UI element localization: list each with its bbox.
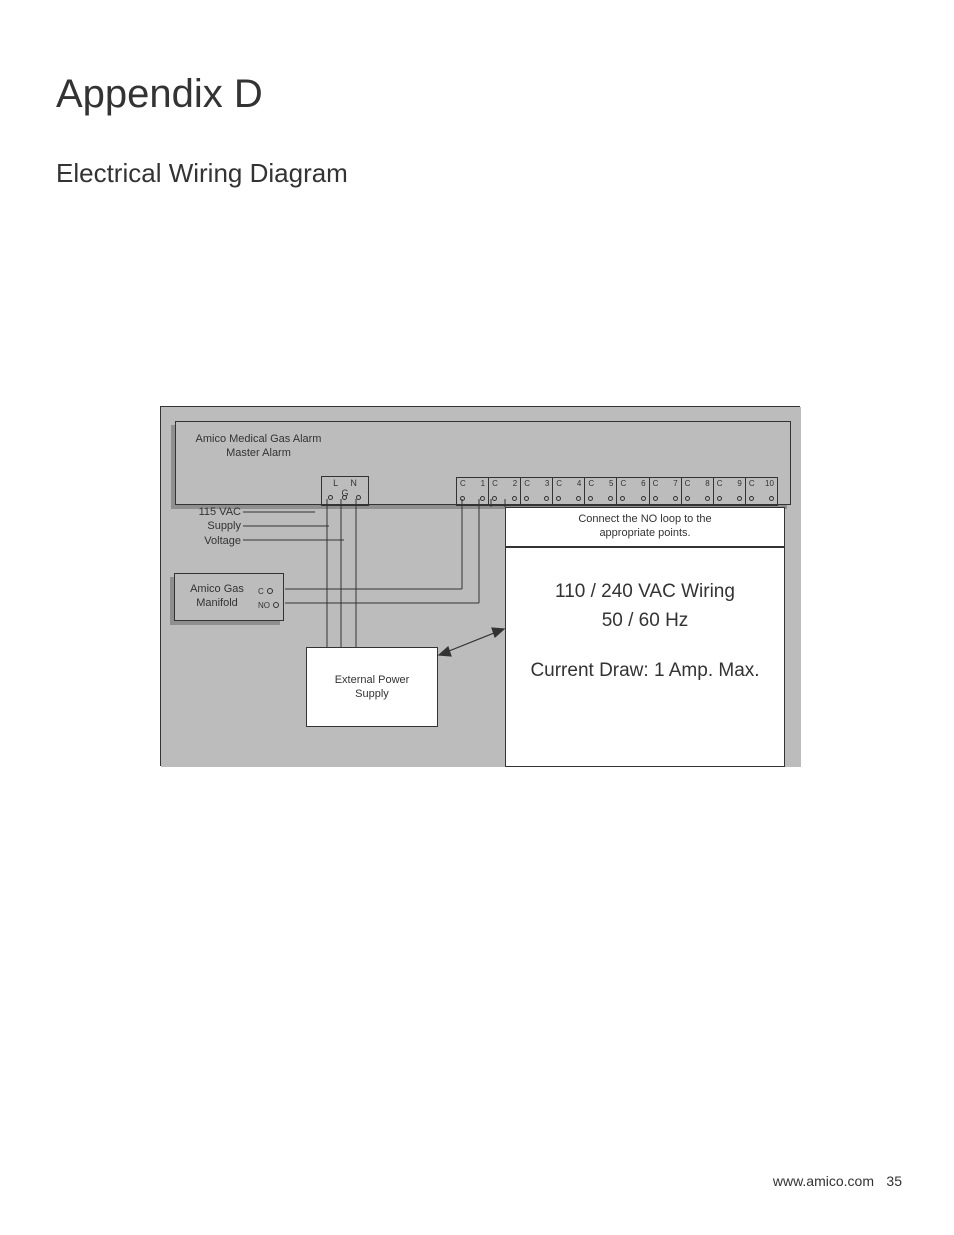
wiring-diagram: Amico Medical Gas Alarm Master Alarm L N… xyxy=(160,406,800,766)
eps-l2: Supply xyxy=(355,688,389,700)
eps-l1: External Power xyxy=(335,674,410,686)
terminal-7: C7 xyxy=(649,477,681,506)
alarm-label: Amico Medical Gas Alarm Master Alarm xyxy=(176,432,341,461)
footer-page-number: 35 xyxy=(886,1173,902,1189)
terminal-3: C3 xyxy=(520,477,552,506)
alarm-label-1: Amico Medical Gas Alarm xyxy=(196,433,322,445)
supply-labels: 115 VAC Supply Voltage xyxy=(176,505,241,548)
lng-circle-N xyxy=(342,495,347,500)
pin-no-label: NO xyxy=(258,601,270,610)
page-subtitle: Electrical Wiring Diagram xyxy=(56,158,348,189)
note-l1: Connect the NO loop to the xyxy=(578,513,711,525)
terminal-9: C9 xyxy=(713,477,745,506)
note-box: Connect the NO loop to the appropriate p… xyxy=(505,507,785,547)
lng-block: L N G xyxy=(321,476,369,506)
footer-url: www.amico.com xyxy=(773,1173,874,1189)
wiring-l1: 110 / 240 VAC Wiring xyxy=(506,578,784,607)
master-alarm-block: Amico Medical Gas Alarm Master Alarm L N… xyxy=(171,421,791,509)
page-title: Appendix D xyxy=(56,72,263,117)
manifold-pins: C NO xyxy=(258,584,279,612)
manifold-l1: Amico Gas xyxy=(190,583,244,595)
manifold-block: Amico Gas Manifold C NO xyxy=(174,573,284,621)
wiring-l3: Current Draw: 1 Amp. Max. xyxy=(506,657,784,686)
supply-2: Supply xyxy=(207,520,241,532)
supply-1: 115 VAC xyxy=(199,506,241,518)
terminal-1: C1 xyxy=(456,477,488,506)
manifold-l2: Manifold xyxy=(196,597,238,609)
manifold-label: Amico Gas Manifold xyxy=(179,582,255,611)
pin-c-icon xyxy=(267,588,273,594)
note-l2: appropriate points. xyxy=(599,527,690,539)
external-power-supply: External Power Supply xyxy=(306,647,438,727)
pin-c-label: C xyxy=(258,587,264,596)
pin-no-icon xyxy=(273,602,279,608)
wiring-box: 110 / 240 VAC Wiring 50 / 60 Hz Current … xyxy=(505,547,785,767)
terminal-2: C2 xyxy=(488,477,520,506)
alarm-label-2: Master Alarm xyxy=(226,447,291,459)
wiring-l2: 50 / 60 Hz xyxy=(506,607,784,636)
supply-3: Voltage xyxy=(204,535,241,547)
terminal-row: C1 C2 C3 C4 C5 C6 C7 C8 C9 C10 xyxy=(456,477,778,506)
terminal-4: C4 xyxy=(552,477,584,506)
terminal-6: C6 xyxy=(616,477,648,506)
alarm-front: Amico Medical Gas Alarm Master Alarm L N… xyxy=(175,421,791,505)
lng-circle-G xyxy=(356,495,361,500)
terminal-5: C5 xyxy=(584,477,616,506)
lng-circle-L xyxy=(328,495,333,500)
terminal-10: C10 xyxy=(745,477,778,506)
terminal-8: C8 xyxy=(681,477,713,506)
